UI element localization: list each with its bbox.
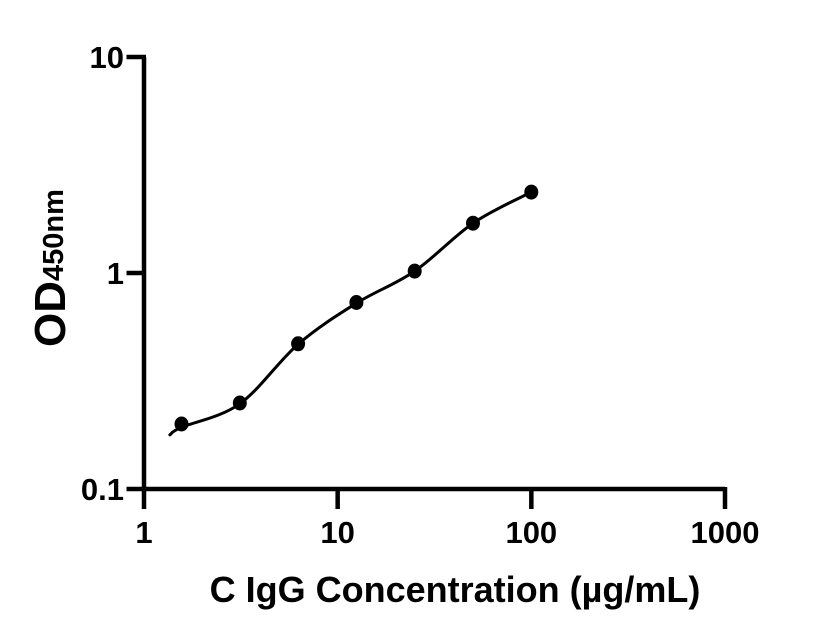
y-tick-label: 10 bbox=[90, 40, 124, 75]
y-axis-ticks: 10 1 0.1 bbox=[81, 40, 146, 507]
x-tick-label: 1 bbox=[135, 515, 152, 550]
y-tick-label: 1 bbox=[107, 256, 124, 291]
y-tick-label: 0.1 bbox=[81, 472, 124, 507]
y-axis-title: OD450nm bbox=[26, 189, 75, 347]
x-tick-label: 1000 bbox=[691, 515, 760, 550]
data-point bbox=[407, 263, 422, 279]
axis-spines bbox=[141, 57, 725, 492]
data-point bbox=[232, 395, 247, 411]
y-axis-title-main: OD bbox=[26, 281, 75, 347]
x-tick-label: 100 bbox=[505, 515, 557, 550]
data-point bbox=[349, 295, 364, 310]
x-axis-ticks: 1 10 100 1000 bbox=[135, 487, 759, 550]
data-point bbox=[524, 184, 539, 200]
data-point bbox=[174, 416, 189, 432]
data-series bbox=[168, 184, 539, 437]
x-tick-label: 10 bbox=[320, 515, 354, 550]
y-axis-title-subscript: 450nm bbox=[38, 189, 70, 281]
x-axis-title: C IgG Concentration (µg/mL) bbox=[210, 569, 701, 610]
data-point bbox=[291, 336, 306, 352]
data-point bbox=[466, 215, 480, 231]
